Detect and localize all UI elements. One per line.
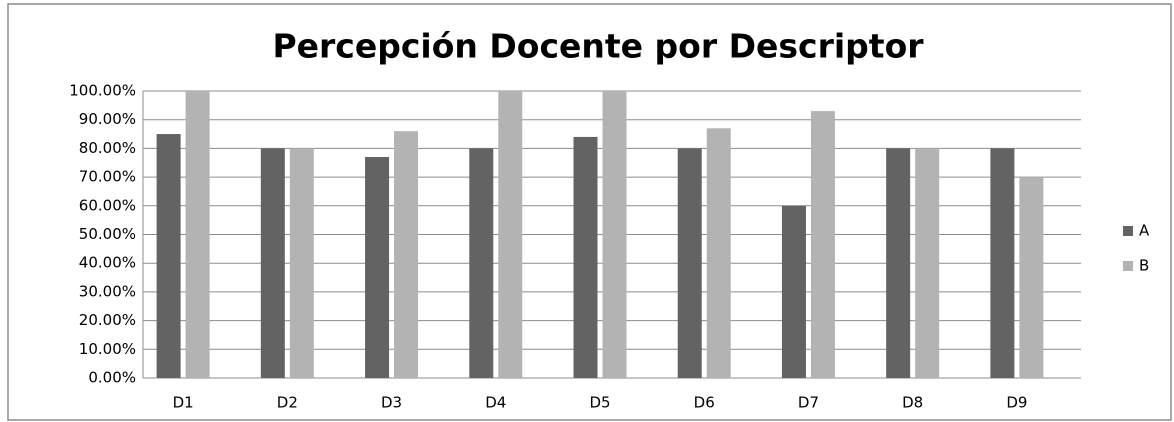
y-tick-label: 70.00% — [79, 168, 136, 186]
bar — [498, 91, 523, 378]
y-tick-label: 90.00% — [79, 110, 136, 128]
x-tick-label: D5 — [589, 394, 610, 412]
x-tick-label: D1 — [173, 394, 194, 412]
x-tick-label: D7 — [798, 394, 819, 412]
bar — [810, 111, 835, 378]
bar — [156, 134, 181, 378]
y-tick-label: 50.00% — [79, 225, 136, 243]
bar — [990, 148, 1015, 378]
x-tick-label: D2 — [277, 394, 298, 412]
x-tick-label: D8 — [902, 394, 923, 412]
y-tick-label: 0.00% — [88, 369, 136, 387]
bar — [915, 148, 940, 378]
x-tick-label: D6 — [694, 394, 715, 412]
legend-label: A — [1139, 222, 1150, 240]
legend-label: B — [1139, 257, 1149, 275]
bar — [289, 148, 314, 378]
bar — [260, 148, 285, 378]
bar — [469, 148, 494, 378]
x-tick-label: D4 — [485, 394, 506, 412]
y-tick-label: 60.00% — [79, 196, 136, 214]
legend-swatch — [1123, 226, 1133, 236]
chart-title: Percepción Docente por Descriptor — [272, 27, 924, 66]
x-tick-label: D9 — [1006, 394, 1027, 412]
y-tick-label: 30.00% — [79, 282, 136, 300]
bar — [886, 148, 911, 378]
bar — [394, 131, 419, 378]
y-tick-label: 80.00% — [79, 139, 136, 157]
y-tick-label: 40.00% — [79, 254, 136, 272]
bar — [185, 91, 210, 378]
bar — [706, 128, 731, 378]
bar — [781, 205, 806, 378]
x-tick-label: D3 — [381, 394, 402, 412]
y-tick-label: 10.00% — [79, 340, 136, 358]
bar — [573, 136, 598, 378]
y-tick-label: 100.00% — [69, 82, 136, 100]
bar — [602, 91, 627, 378]
bar — [365, 157, 390, 378]
bar — [677, 148, 702, 378]
bar — [1019, 177, 1044, 378]
legend-swatch — [1123, 261, 1133, 271]
y-tick-label: 20.00% — [79, 311, 136, 329]
